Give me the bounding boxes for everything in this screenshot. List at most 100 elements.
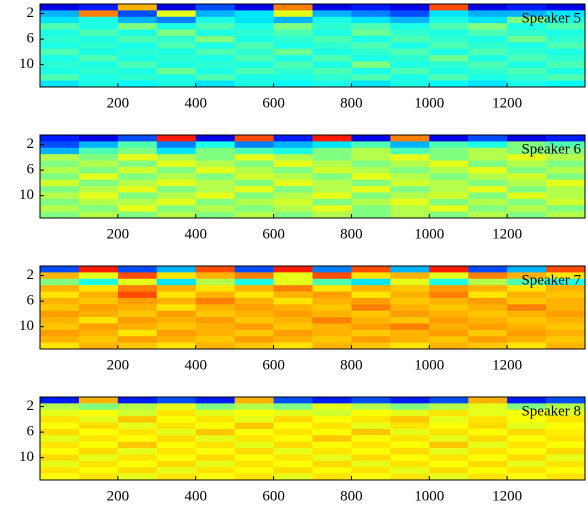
heatmap-cell [546, 211, 586, 219]
heatmap-cell [429, 35, 469, 43]
heatmap-cell [156, 198, 197, 206]
x-tick-label: 800 [340, 226, 363, 242]
heatmap-cell [312, 141, 352, 149]
x-tick-label: 600 [262, 226, 285, 242]
heatmap-cell [40, 80, 80, 88]
heatmap-cell [234, 179, 274, 187]
heatmap-cell [78, 35, 119, 43]
heatmap-cell [40, 173, 80, 180]
heatmap-cell [117, 160, 158, 168]
heatmap-cell [273, 48, 313, 56]
heatmap-cell [546, 323, 586, 331]
heatmap-cell [507, 141, 547, 149]
heatmap-cell [429, 55, 469, 62]
heatmap-cell [390, 141, 430, 149]
heatmap-cell [312, 448, 352, 455]
heatmap-cell [312, 441, 352, 449]
heatmap-cell [351, 48, 391, 56]
heatmap-cell [78, 29, 119, 37]
heatmap-cell [546, 4, 586, 11]
heatmap-cell [156, 147, 197, 155]
heatmap-cell [40, 422, 80, 430]
heatmap-cell [468, 291, 508, 299]
heatmap-cell [429, 441, 469, 449]
heatmap-cell [312, 166, 352, 174]
heatmap-cell [273, 403, 313, 411]
heatmap-cell [429, 323, 469, 331]
heatmap-cell [351, 310, 391, 318]
heatmap-cell [78, 422, 119, 430]
heatmap-cell [195, 342, 235, 350]
heatmap-cell [117, 416, 158, 423]
x-tick-label: 600 [262, 357, 285, 373]
heatmap-cell [351, 403, 391, 411]
heatmap-cell [468, 416, 508, 423]
heatmap-cell [390, 160, 430, 168]
heatmap-cell [429, 80, 469, 88]
heatmap-cell [156, 55, 197, 62]
heatmap-cell [429, 166, 469, 174]
y-tick-label: 6 [27, 31, 35, 47]
heatmap-cell [117, 198, 158, 206]
heatmap-cell [507, 147, 547, 155]
heatmap-cell [234, 55, 274, 62]
heatmap-cell [312, 336, 352, 343]
heatmap-cell [78, 74, 119, 81]
heatmap-cell [117, 310, 158, 318]
heatmap-cell [390, 42, 430, 49]
heatmap-cell [546, 409, 586, 417]
heatmap-cell [273, 323, 313, 331]
heatmap-cell [156, 173, 197, 180]
heatmap-cell [40, 278, 80, 286]
heatmap-cell [195, 80, 235, 88]
heatmap-cell [390, 448, 430, 455]
heatmap-cell [546, 329, 586, 337]
heatmap-cell [429, 141, 469, 149]
heatmap-cell [273, 329, 313, 337]
heatmap-cell [273, 342, 313, 350]
heatmap-cell [312, 173, 352, 180]
heatmap-cell [546, 454, 586, 462]
heatmap-cell [390, 4, 430, 11]
heatmap-cell [273, 141, 313, 149]
heatmap-cell [273, 166, 313, 174]
heatmap-cell [546, 467, 586, 474]
heatmap-cell [234, 403, 274, 411]
heatmap-cell [273, 16, 313, 24]
heatmap-cell [234, 428, 274, 436]
heatmap-cell [195, 173, 235, 180]
heatmap-cell [78, 179, 119, 187]
heatmap-cell [117, 55, 158, 62]
heatmap-cell [507, 397, 547, 404]
heatmap-cell [156, 266, 197, 273]
heatmap-cell [390, 454, 430, 462]
heatmap-cell [429, 409, 469, 417]
heatmap-cell [312, 74, 352, 81]
heatmap-cell [429, 186, 469, 193]
heatmap-cell [156, 67, 197, 75]
heatmap-cell [156, 291, 197, 299]
heatmap-cell [429, 74, 469, 81]
heatmap-cell [507, 48, 547, 56]
heatmap-cell [351, 342, 391, 350]
heatmap-cell [117, 460, 158, 468]
heatmap-cell [40, 329, 80, 337]
heatmap-cell [40, 55, 80, 62]
heatmap-cell [351, 323, 391, 331]
heatmap-cell [546, 428, 586, 436]
heatmap [40, 397, 586, 481]
heatmap-cell [78, 173, 119, 180]
heatmap-cell [156, 448, 197, 455]
heatmap-cell [195, 460, 235, 468]
heatmap-cell [40, 310, 80, 318]
heatmap-cell [351, 16, 391, 24]
heatmap-cell [156, 74, 197, 81]
heatmap-cell [546, 55, 586, 62]
heatmap-cell [546, 304, 586, 311]
heatmap-cell [234, 441, 274, 449]
heatmap-cell [429, 467, 469, 474]
heatmap-cell [468, 48, 508, 56]
heatmap-cell [195, 310, 235, 318]
heatmap-cell [507, 441, 547, 449]
heatmap-cell [546, 80, 586, 88]
